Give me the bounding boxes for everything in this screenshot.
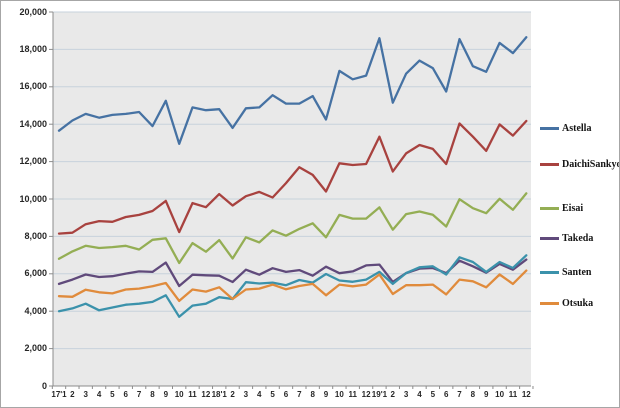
legend-item-takeda[interactable]: Takeda xyxy=(540,232,593,244)
legend-line-marker xyxy=(540,301,559,305)
y-axis-tick-label: 18,000 xyxy=(19,43,47,54)
series-line-daichisankyo[interactable] xyxy=(57,119,528,235)
legend-line-marker xyxy=(540,126,559,130)
legend-line-marker xyxy=(540,236,559,240)
x-axis-tick-label: 5 xyxy=(110,390,115,399)
x-axis-tick-label: 2 xyxy=(390,390,395,399)
x-axis-tick-label: 4 xyxy=(417,390,422,399)
x-axis-tick-label: 12 xyxy=(201,390,211,399)
legend-label: DaichiSankyo xyxy=(562,158,620,170)
legend-item-santen[interactable]: Santen xyxy=(540,266,591,278)
x-axis-tick-label: 9 xyxy=(484,390,489,399)
x-axis-tick-label: 18'1 xyxy=(211,390,227,399)
x-axis-tick-label: 8 xyxy=(470,390,476,399)
x-axis-tick-label: 7 xyxy=(457,390,462,399)
y-axis-tick-label: 0 xyxy=(41,380,47,391)
legend-label: Otsuka xyxy=(562,297,594,309)
x-axis-tick-label: 8 xyxy=(310,390,315,399)
x-axis-tick-label: 12 xyxy=(521,390,531,399)
x-axis-tick-label: 11 xyxy=(508,390,518,399)
x-axis-tick-label: 17'1 xyxy=(51,390,67,399)
x-axis-tick-label: 5 xyxy=(270,390,275,399)
x-axis-tick-label: 4 xyxy=(257,390,262,399)
y-axis-tick-label: 2,000 xyxy=(24,343,47,354)
x-axis-tick-label: 10 xyxy=(495,390,505,399)
y-axis-tick-label: 12,000 xyxy=(19,156,47,167)
x-axis-tick-label: 2 xyxy=(70,390,75,399)
legend-line-marker xyxy=(540,270,559,274)
legend-label: Takeda xyxy=(562,232,594,244)
legend-label: Santen xyxy=(562,266,592,278)
x-axis-tick-label: 6 xyxy=(443,390,449,399)
x-axis-tick-label: 9 xyxy=(323,390,329,399)
y-axis-tick-label: 10,000 xyxy=(19,193,47,204)
legend-line-marker xyxy=(540,206,559,210)
legend-item-astella[interactable]: Astella xyxy=(540,122,591,134)
x-axis-tick-label: 2 xyxy=(230,390,235,399)
x-axis-tick-label: 8 xyxy=(150,390,155,399)
legend-label: Eisai xyxy=(562,202,584,214)
legend-line-marker xyxy=(540,162,559,166)
series-line-otsuka[interactable] xyxy=(57,269,528,303)
y-axis-tick-label: 6,000 xyxy=(24,268,47,279)
x-axis-tick-label: 3 xyxy=(243,390,249,399)
x-axis-tick-label: 11 xyxy=(188,390,197,399)
legend-label: Astella xyxy=(562,122,592,134)
x-axis-tick-label: 10 xyxy=(334,390,344,399)
y-axis-tick-label: 4,000 xyxy=(24,305,47,316)
x-axis-tick-label: 3 xyxy=(83,390,88,399)
x-axis-tick-label: 3 xyxy=(403,390,409,399)
x-axis-tick-label: 6 xyxy=(283,390,289,399)
x-axis-tick-label: 11 xyxy=(348,390,357,399)
y-axis-tick-label: 20,000 xyxy=(19,6,47,17)
y-axis-tick-label: 8,000 xyxy=(24,230,47,241)
y-axis-tick-label: 16,000 xyxy=(19,81,47,92)
x-axis-tick-label: 6 xyxy=(123,390,128,399)
x-axis-tick-label: 12 xyxy=(361,390,371,399)
legend-item-eisai[interactable]: Eisai xyxy=(540,202,583,214)
x-axis-tick-label: 19'1 xyxy=(371,390,388,399)
x-axis-tick-label: 5 xyxy=(430,390,436,399)
x-axis-tick-label: 7 xyxy=(136,390,142,399)
y-axis-tick-label: 14,000 xyxy=(19,118,47,129)
legend-item-daichisankyo[interactable]: DaichiSankyo xyxy=(540,158,620,170)
series-line-eisai[interactable] xyxy=(57,192,528,265)
x-axis-tick-label: 7 xyxy=(297,390,302,399)
x-axis-tick-label: 9 xyxy=(163,390,169,399)
x-axis-tick-label: 10 xyxy=(174,390,184,399)
series-line-santen[interactable] xyxy=(57,254,528,318)
legend-item-otsuka[interactable]: Otsuka xyxy=(540,297,593,309)
x-axis-tick-label: 4 xyxy=(96,390,102,399)
series-line-astella[interactable] xyxy=(57,36,528,145)
